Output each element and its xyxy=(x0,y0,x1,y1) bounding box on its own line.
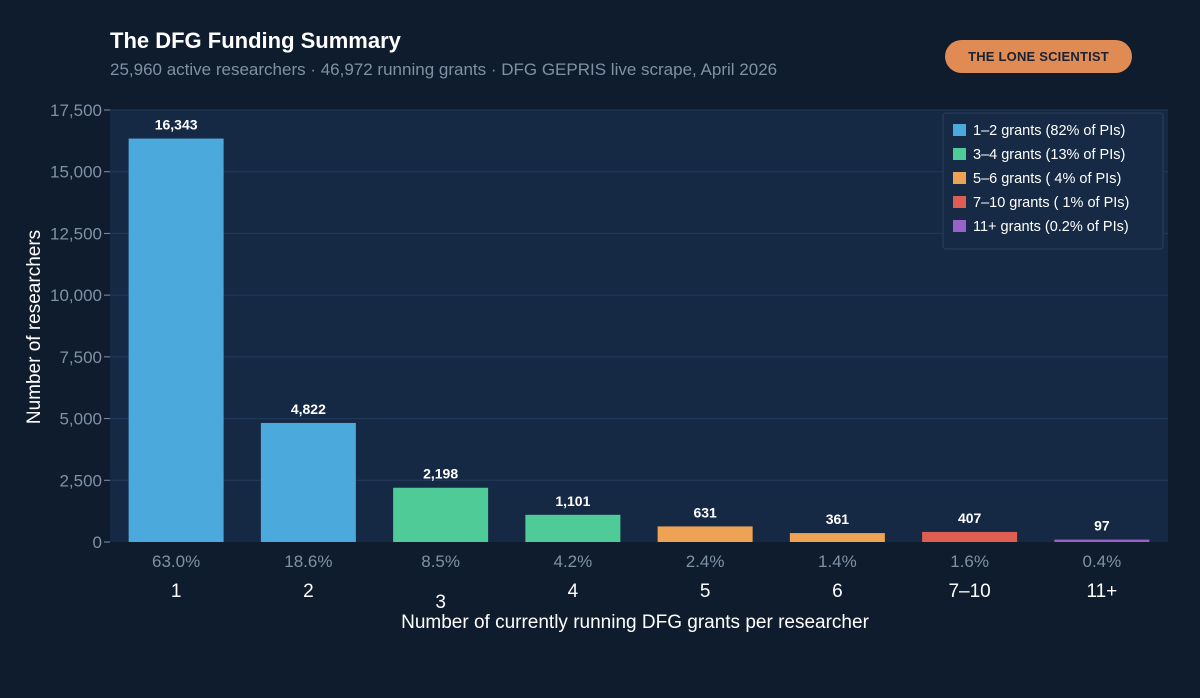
bar-value-label: 97 xyxy=(1094,518,1110,534)
bar-percent-label: 1.4% xyxy=(818,552,857,571)
bar xyxy=(128,138,224,542)
x-tick-label: 2 xyxy=(303,581,314,602)
x-axis: 63.0% 1 18.6% 2 8.5% 3 4.2% 4 2.4% 5 1.4% 6 1.6% 7–10… xyxy=(152,552,1121,613)
bar-value-label: 407 xyxy=(958,510,982,526)
legend-label: 3–4 grants (13% of PIs) xyxy=(973,147,1125,163)
bar-percent-label: 63.0% xyxy=(152,552,200,571)
legend-label: 1–2 grants (82% of PIs) xyxy=(973,123,1125,139)
x-axis-label: Number of currently running DFG grants p… xyxy=(401,612,869,633)
legend-swatch xyxy=(953,172,966,184)
bar xyxy=(922,531,1018,542)
x-tick-label: 4 xyxy=(568,581,579,602)
y-tick-label: 2,500 xyxy=(59,471,102,490)
bar xyxy=(789,533,885,542)
bar-labels: 16,343 4,822 2,198 1,101 631 361 407 97 xyxy=(155,117,1110,534)
bar xyxy=(657,526,753,542)
bar-value-label: 631 xyxy=(693,504,717,520)
bars xyxy=(128,138,1150,542)
bar-percent-label: 4.2% xyxy=(554,552,593,571)
y-tick-label: 5,000 xyxy=(59,410,102,429)
y-axis-label: Number of researchers xyxy=(24,230,45,424)
y-tick-label: 15,000 xyxy=(50,163,102,182)
legend-box xyxy=(942,112,1164,250)
brand-badge: THE LONE SCIENTIST xyxy=(945,40,1132,73)
x-tick-label: 11+ xyxy=(1086,581,1117,602)
bar-percent-label: 1.6% xyxy=(950,552,989,571)
bar-value-label: 16,343 xyxy=(155,117,198,133)
bar-percent-label: 2.4% xyxy=(686,552,725,571)
chart-title: The DFG Funding Summary xyxy=(110,28,401,53)
y-tick-label: 17,500 xyxy=(50,101,102,120)
chart-subtitle: 25,960 active researchers · 46,972 runni… xyxy=(110,60,778,79)
legend-swatch xyxy=(953,220,966,232)
x-tick-label: 6 xyxy=(832,581,843,602)
bar xyxy=(1054,539,1150,542)
x-tick-label: 1 xyxy=(171,581,182,602)
x-tick-label: 5 xyxy=(700,581,711,602)
bar xyxy=(260,422,356,542)
legend-swatch xyxy=(953,148,966,160)
x-tick-label: 7–10 xyxy=(948,581,990,602)
bar-percent-label: 18.6% xyxy=(284,552,332,571)
legend-label: 7–10 grants ( 1% of PIs) xyxy=(973,195,1129,211)
y-tick-label: 12,500 xyxy=(50,224,102,243)
bar-percent-label: 8.5% xyxy=(421,552,460,571)
legend-swatch xyxy=(953,196,966,208)
y-tick-label: 7,500 xyxy=(59,348,102,367)
bar-percent-label: 0.4% xyxy=(1083,552,1122,571)
bar xyxy=(393,487,489,542)
y-tick-label: 10,000 xyxy=(50,286,102,305)
bar-value-label: 1,101 xyxy=(555,493,590,509)
y-tick-label: 0 xyxy=(93,533,102,552)
bar-value-label: 2,198 xyxy=(423,466,458,482)
legend-swatch xyxy=(953,124,966,136)
bar xyxy=(525,514,621,542)
y-axis: 0 2,500 5,000 7,500 10,000 12,500 15,000 17,500 xyxy=(50,101,110,552)
legend-label: 5–6 grants ( 4% of PIs) xyxy=(973,171,1121,187)
legend-label: 11+ grants (0.2% of PIs) xyxy=(973,219,1129,235)
bar-value-label: 361 xyxy=(826,511,850,527)
legend: 1–2 grants (82% of PIs) 3–4 grants (13% o… xyxy=(942,112,1164,250)
x-tick-label: 3 xyxy=(435,592,446,613)
bar-value-label: 4,822 xyxy=(291,401,326,417)
